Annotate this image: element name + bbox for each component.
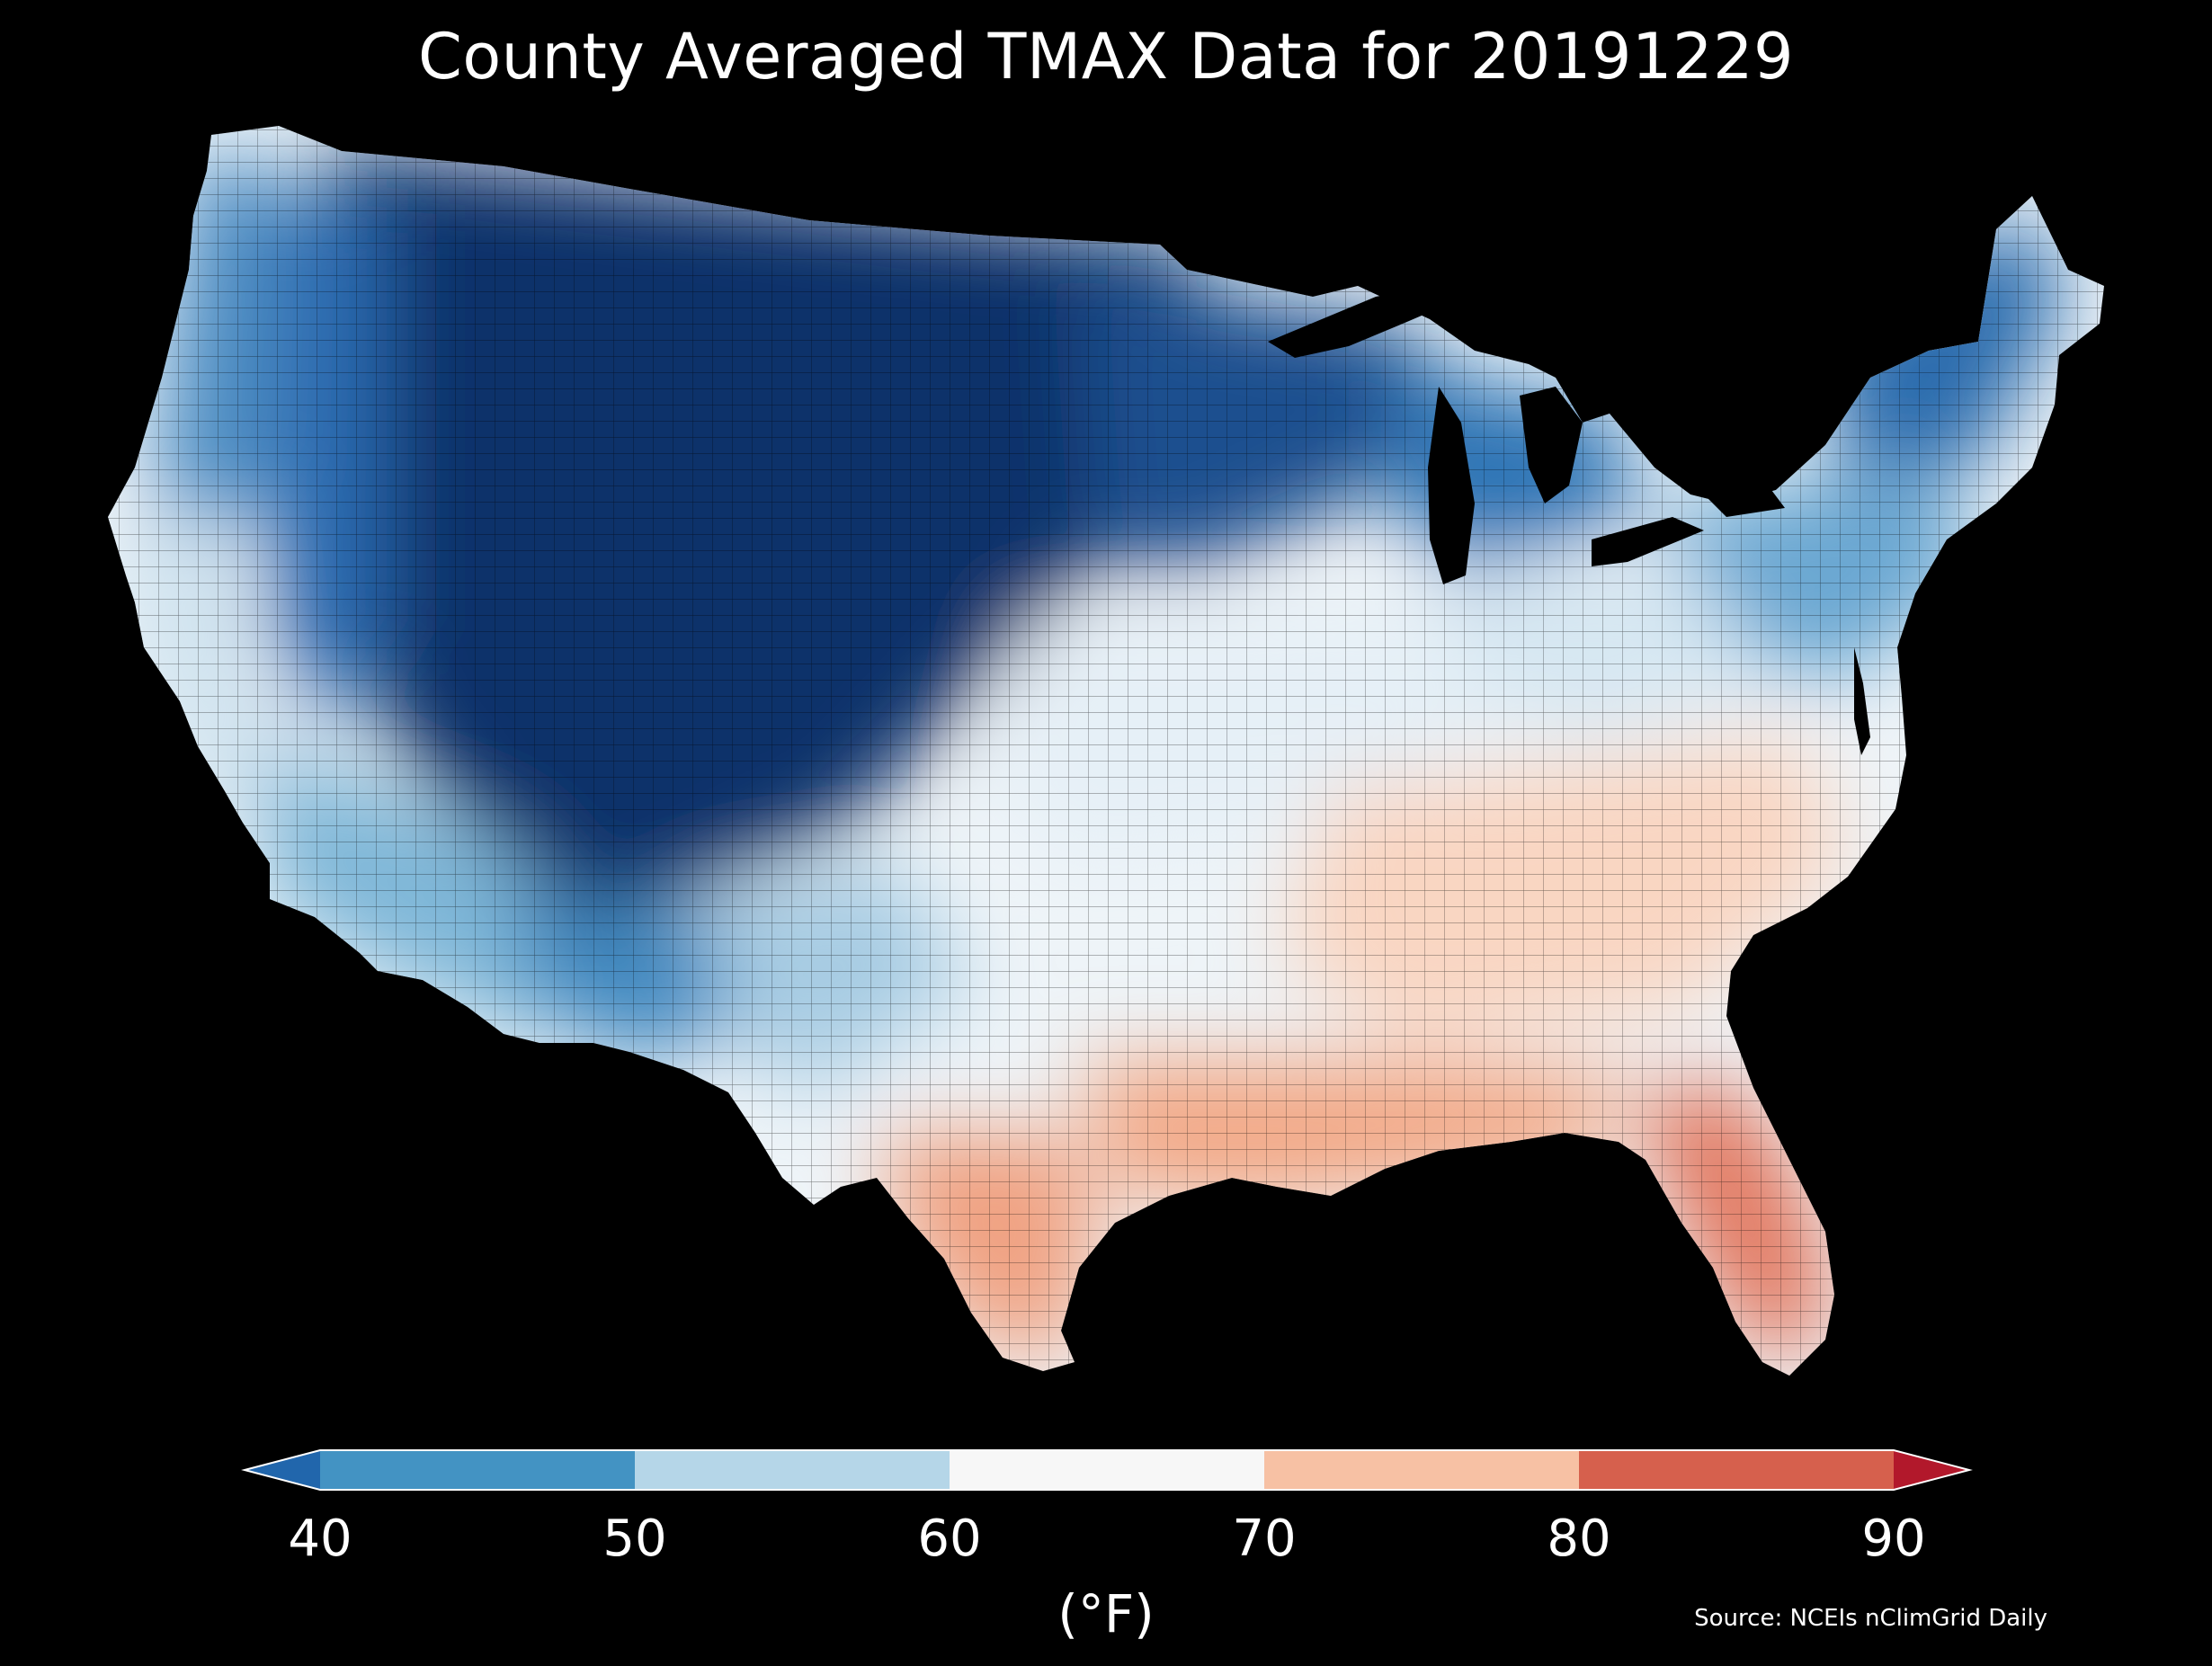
lake-michigan — [1428, 387, 1475, 584]
lake-huron — [1520, 387, 1583, 503]
colorbar-bins — [320, 1450, 1894, 1490]
colorbar-bin-80-90 — [1579, 1450, 1894, 1490]
colorbar-tick-label: 50 — [602, 1510, 667, 1568]
colorbar-under-arrow — [245, 1450, 320, 1490]
colorbar-tick-label: 90 — [1861, 1510, 1926, 1568]
lake-ontario — [1708, 490, 1785, 517]
colorbar-tick-label: 80 — [1547, 1510, 1611, 1568]
colorbar-bin-40-50 — [320, 1450, 635, 1490]
chesapeake-bay — [1854, 647, 1870, 755]
lake-superior — [1268, 286, 1466, 358]
lake-erie — [1592, 517, 1704, 566]
colorbar-tick-label: 70 — [1232, 1510, 1297, 1568]
us-county-tmax-map — [108, 126, 2104, 1376]
map-title: County Averaged TMAX Data for 20191229 — [417, 20, 1795, 94]
colorbar-bin-60-70 — [950, 1450, 1264, 1490]
colorbar-tick-label: 40 — [288, 1510, 352, 1568]
colorbar-tick-label: 60 — [917, 1510, 982, 1568]
source-note: Source: NCEIs nClimGrid Daily — [1694, 1605, 2047, 1632]
colorbar-bin-70-80 — [1264, 1450, 1579, 1490]
colorbar-unit-label: (°F) — [1057, 1583, 1155, 1644]
colorbar-over-arrow — [1894, 1450, 1969, 1490]
colorbar-bin-50-60 — [635, 1450, 950, 1490]
colorbar-outline — [241, 1449, 1973, 1491]
